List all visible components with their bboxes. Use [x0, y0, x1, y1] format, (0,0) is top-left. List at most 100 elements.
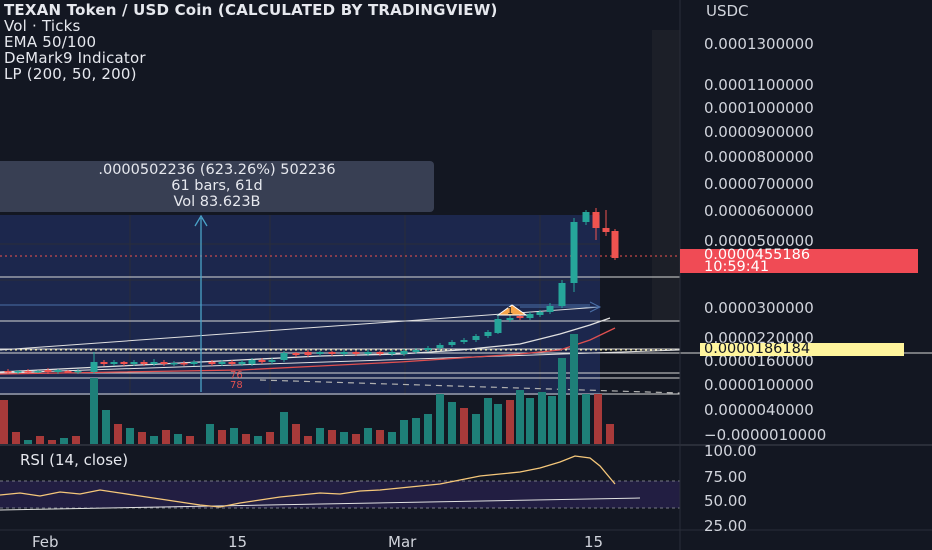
candle-body [218, 362, 226, 364]
volume-bar [126, 428, 134, 445]
price-label-6: 0.0000600000 [704, 202, 814, 220]
volume-bar [400, 420, 408, 445]
legend-demark[interactable]: DeMark9 Indicator [4, 49, 146, 67]
candle-body [424, 348, 432, 350]
volume-bar [388, 432, 396, 445]
volume-bar [206, 424, 214, 445]
time-label-15-mar: 15 [584, 533, 603, 550]
candle-body [292, 353, 300, 355]
candle-body [526, 314, 534, 318]
price-label-0: 0.0001300000 [704, 35, 814, 53]
volume-bar [114, 424, 122, 445]
candle-body [592, 212, 600, 228]
candle-body [328, 352, 336, 354]
candle-body [54, 370, 62, 372]
volume-bar [24, 440, 32, 445]
candle-body [304, 352, 312, 355]
candle-body [190, 362, 198, 364]
measure-arrow-head [194, 214, 208, 227]
candle-body [516, 316, 524, 318]
candle-body [44, 370, 52, 372]
candle-body [64, 371, 72, 373]
candle-body [100, 362, 108, 364]
candles [4, 208, 619, 374]
measure-line-3: Vol 83.623B [173, 194, 261, 210]
candle-body [602, 228, 610, 232]
volume-bar [218, 430, 226, 445]
candle-body [376, 352, 384, 354]
rsi-legend[interactable]: RSI (14, close) [20, 451, 129, 469]
right-panel-shade [652, 30, 680, 320]
volume-bars [0, 334, 614, 445]
candle-body [268, 360, 276, 362]
candle-body [140, 362, 148, 364]
volume-bar [364, 428, 372, 445]
volume-bar [376, 430, 384, 445]
candle-body [228, 362, 236, 364]
volume-bar [340, 432, 348, 445]
volume-bar [138, 432, 146, 445]
volume-bar [304, 436, 312, 445]
rsi-axis-labels: 100.00 75.00 50.00 25.00 [704, 442, 757, 535]
candle-body [160, 362, 168, 364]
candle-body [120, 362, 128, 364]
price-label-9: 0.0000220000 [704, 329, 814, 347]
volume-bar [594, 394, 602, 445]
price-label-7: 0.0000500000 [704, 232, 814, 250]
volume-bar [460, 408, 468, 445]
candle-body [180, 363, 188, 365]
symbol-title[interactable]: TEXAN Token / USD Coin (CALCULATED BY TR… [4, 2, 498, 19]
price-label-2: 0.0001000000 [704, 99, 814, 117]
volume-bar [484, 398, 492, 445]
price-label-13: −0.0000010000 [704, 426, 826, 444]
candle-body [436, 345, 444, 348]
currency-label[interactable]: USDC [706, 2, 749, 20]
volume-bar [12, 432, 20, 445]
price-label-5: 0.0000700000 [704, 175, 814, 193]
candle-body [536, 312, 544, 315]
price-label-11: 0.0000100000 [704, 376, 814, 394]
volume-bar [328, 430, 336, 445]
candle-body [400, 351, 408, 354]
volume-bar [254, 436, 262, 445]
volume-bar [538, 392, 546, 445]
volume-bar [424, 414, 432, 445]
volume-bar [292, 424, 300, 445]
rsi-line [0, 455, 616, 508]
volume-bar [48, 440, 56, 445]
volume-bar [570, 334, 578, 445]
candle-body [412, 350, 420, 352]
volume-bar [102, 410, 110, 445]
volume-bar [548, 396, 556, 445]
volume-bar [606, 424, 614, 445]
legend-lp[interactable]: LP (200, 50, 200) [4, 65, 137, 82]
candle-body [484, 332, 492, 336]
legend-vol[interactable]: Vol · Ticks [4, 17, 81, 35]
lp-dashed-line [259, 379, 681, 394]
volume-bar [436, 394, 444, 445]
volume-bar [506, 400, 514, 445]
price-label-1: 0.0001100000 [704, 76, 814, 94]
candle-body [74, 371, 82, 373]
legend-ema[interactable]: EMA 50/100 [4, 33, 97, 51]
chart-legend[interactable]: TEXAN Token / USD Coin (CALCULATED BY TR… [4, 2, 680, 82]
candle-body [558, 283, 566, 306]
measure-line-1: .0000502236 (623.26%) 502236 [98, 162, 336, 178]
measure-line-2: 61 bars, 61d [171, 178, 263, 194]
volume-bar [162, 430, 170, 445]
candle-body [364, 352, 372, 354]
volume-bar [558, 358, 566, 445]
volume-bar [448, 402, 456, 445]
candle-body [248, 360, 256, 364]
price-label-10: 0.0000160000 [704, 352, 814, 370]
time-label-mar: Mar [388, 533, 417, 550]
measure-arrow-right-head [589, 301, 602, 313]
candle-body [570, 222, 578, 283]
volume-bar [36, 436, 44, 445]
candle-body [238, 362, 246, 364]
candle-body [448, 342, 456, 345]
candle-body [582, 212, 590, 222]
volume-bar [266, 432, 274, 445]
demark-label-1: 1 [507, 306, 513, 317]
